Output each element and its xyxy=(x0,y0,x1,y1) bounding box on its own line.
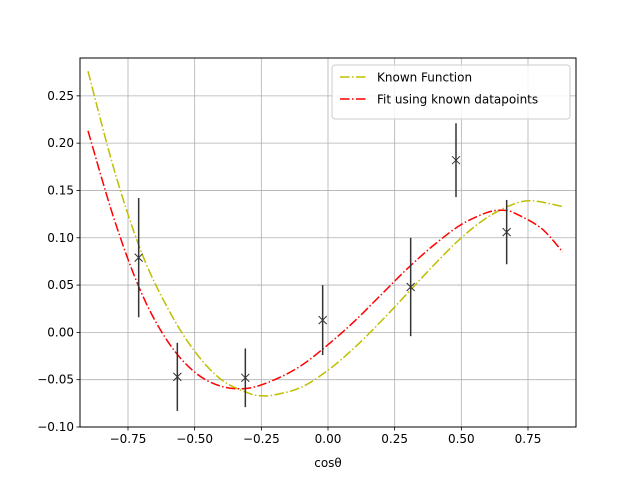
x-tick-label: 0.00 xyxy=(315,432,342,446)
data-point xyxy=(502,227,512,237)
x-tick-label: −0.75 xyxy=(110,432,147,446)
y-tick-label: 0.20 xyxy=(47,136,74,150)
data-point xyxy=(240,373,250,383)
y-tick-label: 0.10 xyxy=(47,231,74,245)
data-point-stroke xyxy=(172,372,182,382)
data-point xyxy=(406,282,416,292)
x-axis-label: cosθ xyxy=(314,456,342,470)
legend-label: Fit using known datapoints xyxy=(377,93,538,107)
legend-box xyxy=(331,64,571,120)
data-point-stroke xyxy=(134,253,144,262)
legend-label: Known Function xyxy=(377,71,472,85)
x-tick-label: 0.75 xyxy=(515,432,542,446)
data-point-stroke xyxy=(240,373,250,383)
data-point xyxy=(172,372,182,382)
data-point-stroke xyxy=(318,315,328,325)
series-line-0 xyxy=(87,71,563,397)
legend: Known Function Fit using known datapoints xyxy=(331,64,571,120)
data-point xyxy=(451,155,461,165)
tick-layer: −0.75 −0.50 −0.25 0.00 0.25 0.50 0.75 −0.10 −0.0… xyxy=(37,89,541,446)
y-tick-label: −0.10 xyxy=(37,420,74,434)
x-tick-label: 0.50 xyxy=(448,432,475,446)
data-point-stroke xyxy=(451,155,461,165)
data-point-stroke xyxy=(502,227,512,237)
data-point xyxy=(134,253,144,262)
data-point xyxy=(318,315,328,325)
y-tick-label: 0.25 xyxy=(47,89,74,103)
x-tick-label: 0.25 xyxy=(381,432,408,446)
series-layer xyxy=(87,71,564,411)
x-tick-label: −0.25 xyxy=(243,432,280,446)
y-tick-label: −0.05 xyxy=(37,373,74,387)
y-tick-label: 0.00 xyxy=(47,325,74,339)
y-tick-label: 0.05 xyxy=(47,278,74,292)
series-line-1 xyxy=(87,130,564,390)
data-point-stroke xyxy=(406,282,416,292)
y-tick-label: 0.15 xyxy=(47,183,74,197)
x-tick-label: −0.50 xyxy=(176,432,213,446)
